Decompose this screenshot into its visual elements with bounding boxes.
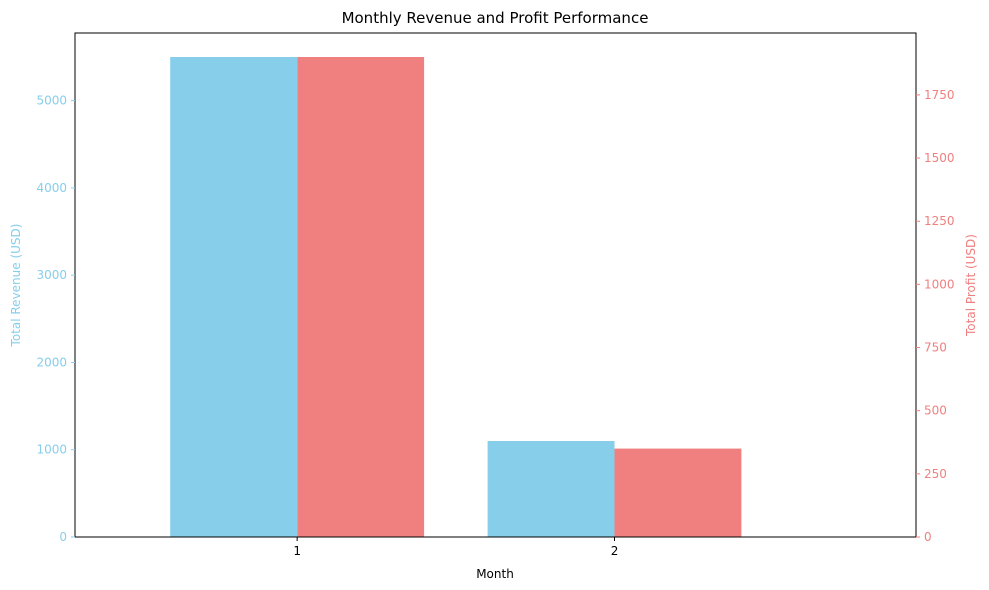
profit-bar (614, 448, 742, 537)
right-tick-label: 0 (924, 530, 932, 544)
x-tick-label: 2 (611, 544, 619, 558)
chart-title: Monthly Revenue and Profit Performance (342, 9, 649, 27)
x-tick-label: 1 (293, 544, 301, 558)
right-tick-label: 250 (924, 467, 947, 481)
x-axis-title: Month (476, 567, 514, 581)
bars-layer (170, 57, 742, 537)
right-tick-label: 500 (924, 404, 947, 418)
right-tick-label: 1500 (924, 151, 955, 165)
left-y-axis-title: Total Revenue (USD) (9, 224, 23, 348)
revenue-bar (487, 441, 615, 537)
left-tick-label: 4000 (36, 181, 67, 195)
revenue-bar (170, 57, 298, 537)
left-tick-label: 0 (59, 530, 67, 544)
left-tick-label: 2000 (36, 355, 67, 369)
profit-bar (297, 57, 425, 537)
right-tick-label: 750 (924, 341, 947, 355)
left-y-axis: 0 1000 2000 3000 4000 5000 (36, 94, 75, 544)
right-y-axis-title: Total Profit (USD) (964, 234, 978, 337)
left-tick-label: 3000 (36, 268, 67, 282)
right-tick-label: 1000 (924, 277, 955, 291)
right-tick-label: 1750 (924, 88, 955, 102)
plot-frame (74, 32, 917, 538)
right-tick-label: 1250 (924, 214, 955, 228)
left-tick-label: 5000 (36, 94, 67, 108)
right-y-axis: 0 250 500 750 1000 1250 1500 1750 (916, 88, 955, 544)
left-tick-label: 1000 (36, 443, 67, 457)
